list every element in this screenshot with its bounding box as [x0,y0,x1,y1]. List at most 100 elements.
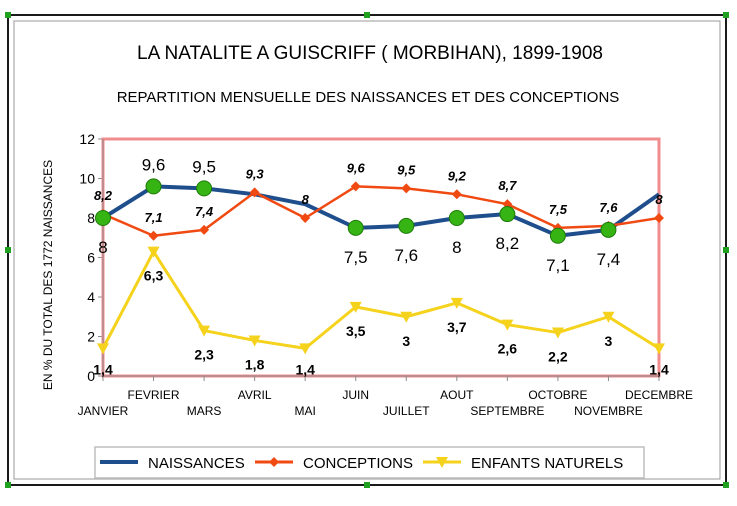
point-enfants-naturels [551,327,564,339]
x-tick-label: MAI [295,404,316,418]
point-conceptions [148,230,159,241]
axes [101,137,661,378]
point-enfants-naturels [349,301,362,313]
data-label-conceptions: 8 [655,192,663,207]
y-tick-label: 2 [87,329,95,345]
selection-handle [723,247,729,253]
legend-box [94,446,645,479]
y-axis-label: EN % DU TOTAL DES 1772 NAISSANCES [41,160,55,390]
data-label-naissances: 8 [452,238,461,257]
point-naissances [600,221,617,238]
data-label-naissances: 8,2 [496,234,520,253]
legend-label: ENFANTS NATURELS [471,455,623,472]
point-enfants-naturels [147,246,160,258]
data-label-enfants-naturels: 3 [402,333,410,349]
y-tick-label: 0 [87,368,95,384]
x-tick-label: SEPTEMBRE [470,404,544,418]
y-tick-label: 6 [87,250,95,266]
point-naissances [196,180,213,197]
x-tick-label: DECEMBRE [625,388,693,402]
selection-handle [5,482,11,488]
y-tick-label: 10 [79,171,95,187]
x-tick-label: AVRIL [238,388,272,402]
data-label-conceptions: 7,1 [145,210,163,225]
y-tick-label: 8 [87,210,95,226]
data-label-naissances: 9,5 [192,157,216,176]
data-label-naissances: 7,6 [394,246,418,265]
series-line-naissances [101,184,661,238]
point-naissances [398,217,415,234]
point-conceptions [654,213,664,223]
point-conceptions [300,213,311,223]
selection-handle [364,482,370,488]
data-label-conceptions: 8 [302,192,310,207]
point-enfants-naturels [450,297,463,309]
series-line-enfants-naturels [101,250,660,350]
selection-handle [723,12,729,18]
point-enfants-naturels [602,311,615,323]
point-naissances [549,227,566,244]
point-naissances [347,219,364,236]
selection-handle [5,247,11,253]
x-tick-label: MARS [187,404,222,418]
selection-handle [5,12,11,18]
data-label-naissances: 7,5 [344,248,368,267]
x-tick-label: FEVRIER [128,388,180,402]
data-label-naissances: 7,1 [546,256,570,275]
y-tick-label: 4 [87,289,95,305]
data-label-enfants-naturels: 1,4 [295,361,315,377]
legend-label: NAISSANCES [148,455,245,472]
data-label-conceptions: 7,5 [549,202,568,217]
data-label-enfants-naturels: 1,4 [649,361,669,377]
point-conceptions [350,181,361,192]
x-tick-label: JANVIER [78,404,129,418]
chart-area-border[interactable] [7,14,727,486]
point-naissances [499,206,516,223]
data-label-conceptions: 9,5 [397,162,416,177]
legend-marker-triangle [436,457,448,468]
x-tick-label: JUILLET [383,404,430,418]
data-label-conceptions: 9,2 [448,168,467,183]
y-tick-label: 12 [79,131,95,147]
data-label-enfants-naturels: 1,8 [245,356,265,372]
x-tick-label: AOUT [440,388,474,402]
data-label-enfants-naturels: 3 [605,333,613,349]
point-conceptions [249,187,260,198]
chart-frame [5,12,729,488]
point-conceptions [401,183,412,194]
data-label-enfants-naturels: 3,7 [447,319,467,335]
legend: NAISSANCES CONCEPTIONS ENFANTS NATURELS [94,446,645,479]
data-label-conceptions: 9,3 [246,166,265,181]
x-tick-label: OCTOBRE [528,388,587,402]
legend-marker-diamond [269,457,279,467]
x-tick-label: NOVEMBRE [574,404,643,418]
chart-area-inner-border [13,20,721,480]
data-label-naissances: 9,6 [142,155,166,174]
point-enfants-naturels [97,343,109,355]
y-axis-ticks: 0 2 4 6 8 10 12 [79,131,103,384]
point-enfants-naturels [653,343,665,355]
data-label-conceptions: 7,4 [195,204,214,219]
legend-label: CONCEPTIONS [303,455,413,472]
data-label-naissances: 7,4 [597,250,621,269]
point-enfants-naturels [248,335,261,347]
point-naissances [145,178,162,195]
point-enfants-naturels [501,319,514,331]
data-label-enfants-naturels: 2,2 [548,349,568,365]
data-label-enfants-naturels: 6,3 [144,268,164,284]
data-label-enfants-naturels: 3,5 [346,323,366,339]
chart-title: LA NATALITE A GUISCRIFF ( MORBIHAN), 189… [137,43,603,64]
data-label-conceptions: 7,6 [599,200,618,215]
selection-handle [723,482,729,488]
data-label-conceptions: 8,2 [94,188,113,203]
series-line-conceptions [102,185,660,238]
data-label-conceptions: 9,6 [347,160,366,175]
chart-subtitle: REPARTITION MENSUELLE DES NAISSANCES ET … [117,89,620,106]
point-naissances [448,210,465,226]
plot-area: 8 9,6 9,5 7,5 7,6 8 8,2 7,1 7,4 8,2 7,1 7,4 9,3 8 9,6 9… [93,155,669,377]
x-axis-ticks: JANVIER FEVRIER MARS AVRIL MAI JUIN JUILLET AOU… [78,376,693,418]
data-label-enfants-naturels: 2,3 [194,347,214,363]
point-conceptions [199,224,210,235]
point-naissances [95,210,111,226]
